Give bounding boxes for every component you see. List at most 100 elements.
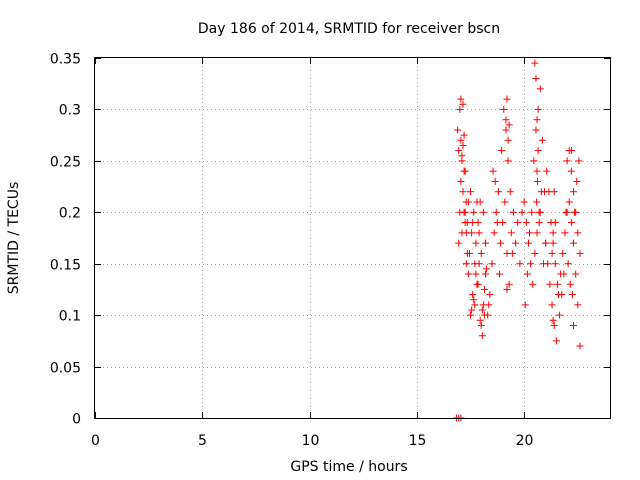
data-point	[526, 229, 534, 237]
data-point	[458, 152, 466, 160]
data-point	[491, 177, 499, 185]
data-point	[528, 208, 536, 216]
data-point	[503, 95, 511, 103]
y-tick-label: 0.05	[50, 361, 81, 377]
data-point	[457, 95, 465, 103]
data-point	[495, 270, 503, 278]
data-point	[574, 301, 582, 309]
data-point	[483, 265, 491, 273]
data-point	[570, 321, 578, 329]
data-point	[455, 239, 463, 247]
data-point	[567, 147, 575, 155]
data-point	[514, 219, 522, 227]
y-tick-label: 0.1	[59, 309, 81, 325]
data-point	[462, 260, 470, 268]
data-point	[533, 177, 541, 185]
data-point	[571, 208, 579, 216]
y-tick-label: 0.3	[59, 103, 81, 119]
x-tick-label: 5	[198, 433, 207, 449]
data-point	[522, 219, 530, 227]
data-point	[523, 270, 531, 278]
plot-frame	[94, 57, 611, 419]
data-point	[551, 260, 559, 268]
data-point	[493, 219, 501, 227]
data-point	[535, 219, 543, 227]
data-point	[533, 116, 541, 124]
data-point	[475, 229, 483, 237]
data-point	[477, 249, 485, 257]
data-point	[486, 291, 494, 299]
data-point	[464, 270, 472, 278]
x-tick-label: 0	[91, 433, 100, 449]
data-point	[576, 249, 584, 257]
x-tick-label: 15	[409, 433, 427, 449]
data-point	[548, 301, 556, 309]
data-point	[467, 188, 475, 196]
data-point	[480, 285, 488, 293]
data-point	[470, 208, 478, 216]
data-point	[534, 147, 542, 155]
y-tick-label: 0.25	[50, 155, 81, 171]
data-point	[476, 198, 484, 206]
data-point	[461, 167, 469, 175]
data-point	[567, 219, 575, 227]
data-point	[502, 126, 510, 134]
data-point	[573, 177, 581, 185]
data-point	[458, 229, 466, 237]
data-point	[505, 121, 513, 129]
data-point	[524, 239, 532, 247]
data-point	[468, 306, 476, 314]
y-tick-label: 0.35	[50, 52, 81, 68]
data-point	[575, 157, 583, 165]
data-point	[550, 321, 558, 329]
data-point	[542, 239, 550, 247]
data-point	[457, 136, 465, 144]
data-point	[570, 188, 578, 196]
data-point	[518, 208, 526, 216]
data-point	[516, 260, 524, 268]
data-point	[533, 198, 541, 206]
data-point	[561, 229, 569, 237]
data-point	[498, 147, 506, 155]
data-point	[478, 332, 486, 340]
data-point	[470, 296, 478, 304]
data-point	[533, 167, 541, 175]
axis-ticks	[95, 58, 610, 419]
data-point	[565, 198, 573, 206]
data-point	[553, 280, 561, 288]
data-point	[549, 239, 557, 247]
data-point	[532, 126, 540, 134]
data-point	[479, 208, 487, 216]
data-point	[501, 198, 509, 206]
data-point	[556, 311, 564, 319]
data-point	[462, 198, 470, 206]
data-point	[536, 85, 544, 93]
data-point	[532, 75, 540, 83]
data-point	[533, 229, 541, 237]
data-point	[534, 105, 542, 113]
data-point	[455, 147, 463, 155]
data-point	[549, 316, 557, 324]
data-point	[497, 239, 505, 247]
data-point	[492, 208, 500, 216]
data-point	[504, 157, 512, 165]
data-point	[564, 260, 572, 268]
data-point	[478, 306, 486, 314]
data-point	[506, 188, 514, 196]
data-point	[543, 167, 551, 175]
data-point	[494, 188, 502, 196]
y-axis-title: SRMTID / TECUs	[6, 182, 22, 295]
data-point	[489, 167, 497, 175]
data-point	[474, 280, 482, 288]
data-point	[551, 219, 559, 227]
data-point	[550, 188, 558, 196]
data-point	[530, 157, 538, 165]
data-point	[576, 342, 584, 350]
grid	[95, 58, 610, 418]
data-point	[529, 280, 537, 288]
data-point	[460, 131, 468, 139]
data-point	[567, 167, 575, 175]
data-point	[477, 321, 485, 329]
data-point	[512, 239, 520, 247]
data-point	[562, 208, 570, 216]
